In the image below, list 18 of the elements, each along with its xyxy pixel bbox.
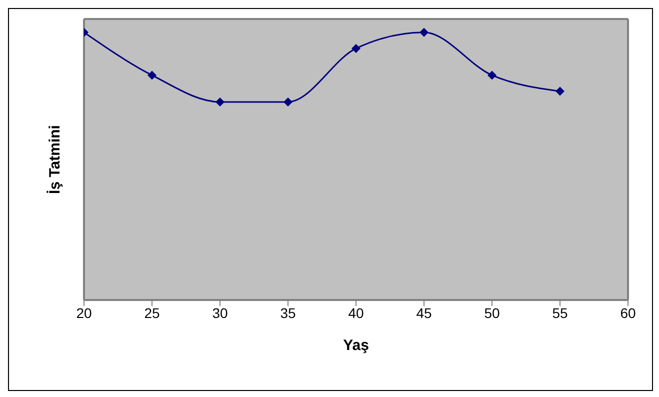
point [420, 28, 428, 37]
y-axis-title: İş Tatmini [46, 125, 64, 194]
point [148, 70, 156, 80]
x-tick-label: 60 [620, 304, 636, 321]
point [216, 97, 224, 106]
x-tick-label: 35 [280, 304, 296, 321]
x-tick-label: 45 [416, 304, 432, 321]
x-tick-label: 40 [348, 304, 364, 321]
x-tick-label: 55 [552, 304, 568, 321]
point [352, 44, 360, 53]
x-tick-label: 20 [76, 304, 92, 321]
point [556, 86, 564, 96]
x-axis-title: Yaş [343, 337, 369, 354]
x-tick-label: 30 [212, 304, 228, 321]
point [488, 70, 496, 80]
x-tick-label: 50 [484, 304, 500, 321]
point [284, 97, 292, 106]
x-tick-label: 25 [144, 304, 160, 321]
